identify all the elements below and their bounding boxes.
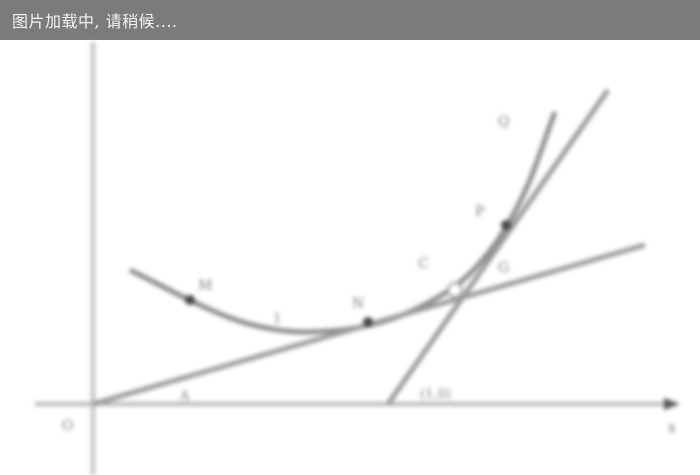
- curve-c: [128, 111, 558, 335]
- label-g: G: [498, 260, 509, 276]
- label-q: Q: [498, 114, 509, 130]
- point-n: [363, 317, 373, 327]
- loading-message: 图片加载中, 请稍候....: [12, 12, 178, 31]
- point-p: [501, 220, 511, 230]
- figure-canvas: M N P Q C l G A (1,0) O x: [35, 42, 680, 475]
- x-axis-arrow-icon: [664, 398, 680, 410]
- geometry-figure: M N P Q C l G A (1,0) O x: [0, 40, 700, 475]
- label-x-axis: x: [668, 420, 676, 436]
- point-intersection: [447, 282, 463, 298]
- label-c: C: [418, 256, 429, 272]
- point-m: [185, 295, 195, 305]
- label-p: P: [475, 204, 484, 220]
- label-x-intercept: (1,0): [420, 387, 451, 402]
- label-l: l: [275, 311, 280, 327]
- label-angle: A: [179, 389, 190, 404]
- label-origin: O: [62, 418, 73, 434]
- label-m: M: [198, 278, 212, 294]
- steep-line: [385, 88, 611, 406]
- image-loading-bar: 图片加载中, 请稍候....: [0, 0, 700, 40]
- label-n: N: [352, 296, 364, 312]
